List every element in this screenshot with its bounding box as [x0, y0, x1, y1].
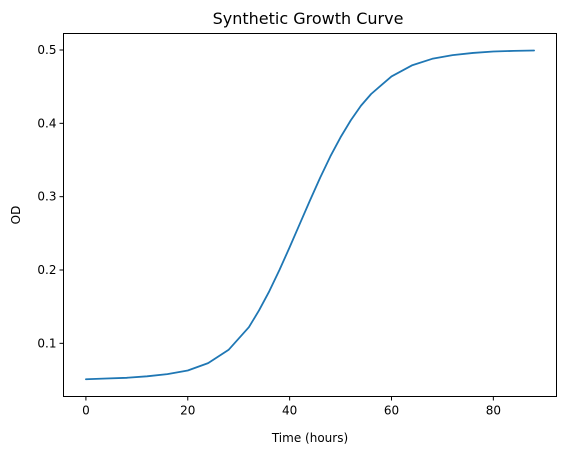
y-tick-label: 0.1: [37, 336, 56, 350]
y-tick-label: 0.4: [37, 116, 56, 130]
x-tick-label: 0: [82, 404, 90, 418]
x-axis-label: Time (hours): [271, 431, 348, 445]
plot-area: 0 20 40 60 80 0.1 0.2 0.3 0.4 0.5: [37, 33, 557, 418]
y-axis-label: OD: [9, 206, 23, 225]
y-tick-label: 0.2: [37, 263, 56, 277]
chart-title: Synthetic Growth Curve: [213, 9, 404, 28]
y-tick-label: 0.5: [37, 43, 56, 57]
x-tick-label: 60: [384, 404, 399, 418]
series-layer: [85, 49, 535, 381]
x-tick-label: 20: [180, 404, 195, 418]
y-tick-label: 0.3: [37, 190, 56, 204]
series-line: [85, 49, 535, 381]
x-tick-label: 40: [282, 404, 297, 418]
x-axis: 0 20 40 60 80: [82, 396, 501, 418]
y-axis: 0.1 0.2 0.3 0.4 0.5: [37, 43, 64, 350]
x-tick-label: 80: [486, 404, 501, 418]
plot-frame: [63, 33, 557, 397]
